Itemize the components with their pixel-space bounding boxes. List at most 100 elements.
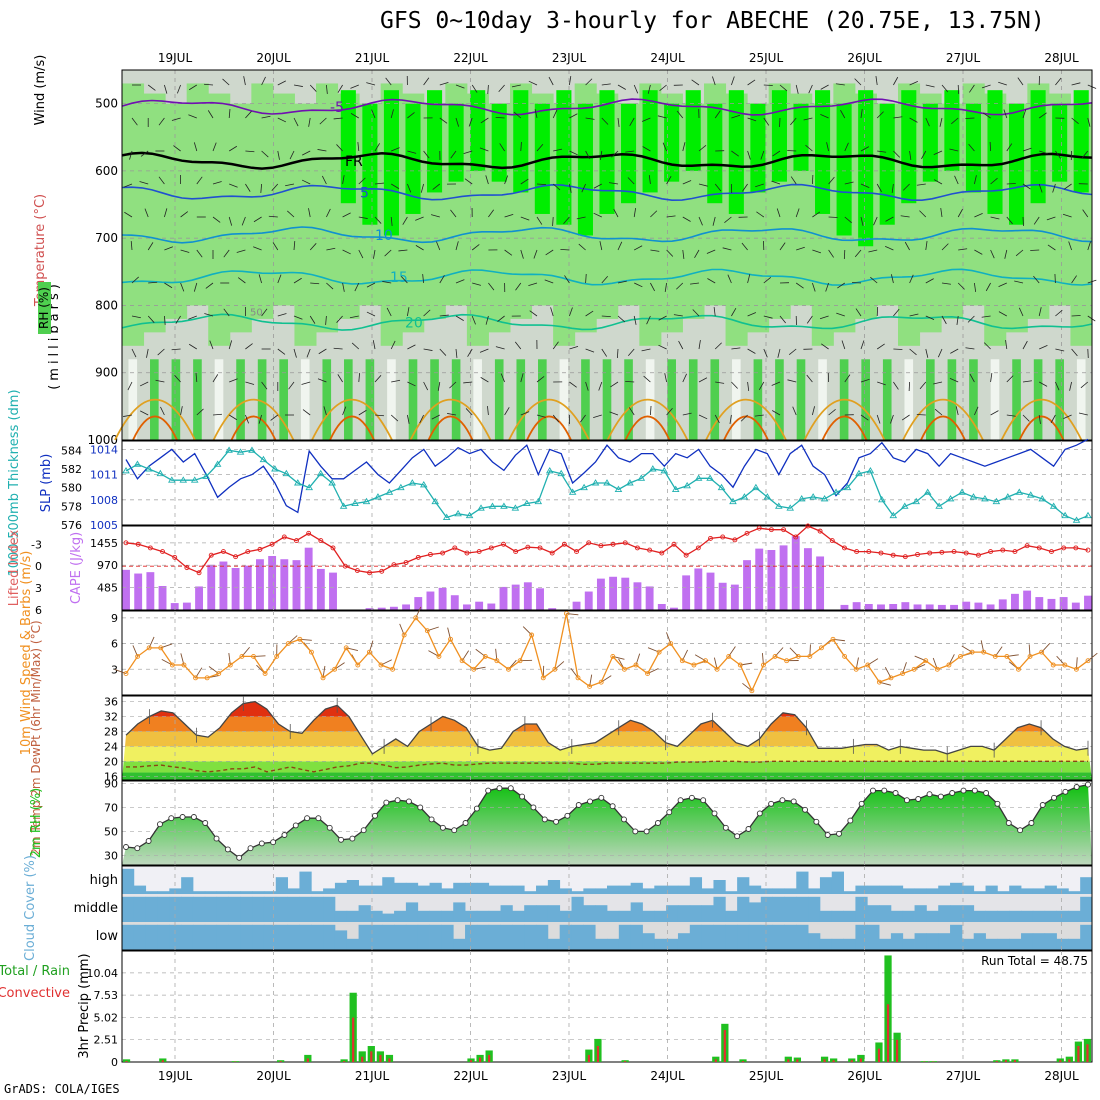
precip-conv-bar bbox=[714, 1059, 717, 1062]
wind-barb bbox=[123, 183, 133, 188]
thickness-point bbox=[797, 494, 806, 502]
cloud-cell bbox=[1009, 910, 1022, 922]
wind-barb bbox=[676, 110, 684, 119]
cloud-cell bbox=[583, 888, 596, 894]
cloud-cell bbox=[346, 910, 359, 922]
lifted-index-point bbox=[330, 545, 336, 551]
thickness-point bbox=[374, 493, 382, 500]
wind-speed-point bbox=[761, 662, 766, 668]
thickness-point bbox=[442, 513, 451, 520]
cloud-cell bbox=[181, 896, 194, 922]
cloud-cell bbox=[311, 891, 324, 894]
wind-barb bbox=[245, 150, 255, 153]
wind-barb bbox=[601, 275, 609, 284]
wind-barb bbox=[260, 183, 262, 194]
rh2m-point bbox=[756, 810, 763, 817]
wind-barb bbox=[1055, 77, 1062, 86]
rh-column-high bbox=[944, 90, 960, 171]
wind-barb bbox=[272, 242, 279, 251]
wind-barb bbox=[342, 406, 347, 416]
wind-barb bbox=[585, 78, 593, 86]
cape-bar bbox=[889, 604, 898, 610]
wind-barb bbox=[763, 315, 773, 319]
wind-speed-point bbox=[471, 666, 477, 672]
wind-barb bbox=[258, 414, 262, 424]
thickness-point bbox=[843, 483, 852, 491]
wind-barb bbox=[890, 274, 894, 284]
cloud-cell bbox=[157, 896, 170, 922]
wind-barb bbox=[1022, 380, 1032, 383]
wind-barb bbox=[310, 282, 320, 285]
cloud-ylabel-text: Cloud Cover (%) bbox=[23, 855, 38, 961]
precip-conv-bar bbox=[279, 1061, 282, 1062]
cloud-cell bbox=[819, 938, 833, 950]
wind-barb bbox=[515, 282, 522, 291]
cloud-cell bbox=[997, 938, 1010, 950]
wind-barb bbox=[228, 108, 231, 119]
wind-barb bbox=[854, 249, 862, 258]
wind-barb bbox=[147, 242, 154, 251]
cloud-cell bbox=[500, 885, 513, 894]
cloud-cell bbox=[122, 868, 135, 894]
cloud-cell bbox=[334, 882, 348, 894]
wind-speed-point bbox=[946, 662, 952, 668]
wind-barb bbox=[893, 116, 903, 119]
li-tick-label: 3 bbox=[35, 582, 42, 595]
cloud-row-label: low bbox=[96, 929, 119, 944]
wind-barb bbox=[536, 183, 547, 186]
thickness-point bbox=[614, 485, 623, 492]
wind-barb bbox=[569, 307, 573, 317]
cloud-cell bbox=[382, 877, 395, 894]
cape-bar bbox=[1047, 598, 1056, 610]
wind-barb bbox=[1071, 275, 1077, 284]
wind-barb bbox=[585, 117, 595, 120]
wind-barb bbox=[261, 150, 269, 158]
wind-barb bbox=[647, 84, 651, 94]
wind-barb bbox=[921, 150, 927, 160]
cloud-cell bbox=[488, 885, 501, 894]
wind-barb bbox=[550, 307, 554, 317]
wind-barb bbox=[627, 177, 635, 185]
wind-barb bbox=[777, 348, 781, 358]
warm-isotherm bbox=[508, 398, 590, 441]
rh-low-cell bbox=[214, 359, 224, 440]
wind-speed-point bbox=[343, 645, 349, 651]
thickness-point bbox=[809, 493, 817, 500]
cloud-cell bbox=[145, 891, 158, 894]
rh-low-cell bbox=[516, 359, 526, 440]
wind-barb bbox=[374, 216, 382, 224]
precip-tick-label: 2.51 bbox=[94, 1034, 119, 1047]
cloud-cell bbox=[1080, 877, 1093, 894]
wind-speed-point bbox=[876, 679, 882, 685]
thickness-point bbox=[385, 488, 394, 495]
cloud-cell bbox=[476, 882, 490, 894]
rh2m-point bbox=[168, 815, 175, 822]
cloud-cell bbox=[122, 924, 135, 950]
cloud-cell bbox=[855, 924, 868, 950]
cape-bar bbox=[730, 584, 739, 610]
cape-bar bbox=[901, 602, 910, 610]
precip-legend-conv: Convective bbox=[0, 986, 70, 1001]
wind-barb bbox=[277, 274, 282, 284]
wind-barb bbox=[301, 179, 311, 185]
warm-isotherm bbox=[114, 398, 196, 441]
wind-barb bbox=[860, 146, 870, 152]
wind-barb bbox=[731, 150, 740, 157]
wind-speed-point bbox=[679, 658, 685, 664]
wind-barb bbox=[497, 315, 505, 322]
isotherm-label: 10 bbox=[375, 228, 393, 244]
wind-barb bbox=[374, 143, 380, 152]
wind-barb bbox=[528, 282, 538, 287]
cloud-cell bbox=[985, 938, 998, 950]
rh2m-point bbox=[338, 836, 344, 843]
rh-column-high bbox=[448, 103, 464, 182]
wind-barb bbox=[664, 282, 667, 292]
cloud-cell bbox=[973, 933, 986, 950]
lifted-index-point bbox=[854, 549, 860, 555]
wind-speed-point bbox=[737, 662, 743, 668]
wind-speed-point bbox=[123, 671, 129, 677]
wind-barb bbox=[617, 84, 626, 90]
cloud-cell bbox=[689, 924, 703, 950]
wind-tick-label: 6 bbox=[111, 638, 118, 651]
wind-barb bbox=[659, 84, 667, 91]
